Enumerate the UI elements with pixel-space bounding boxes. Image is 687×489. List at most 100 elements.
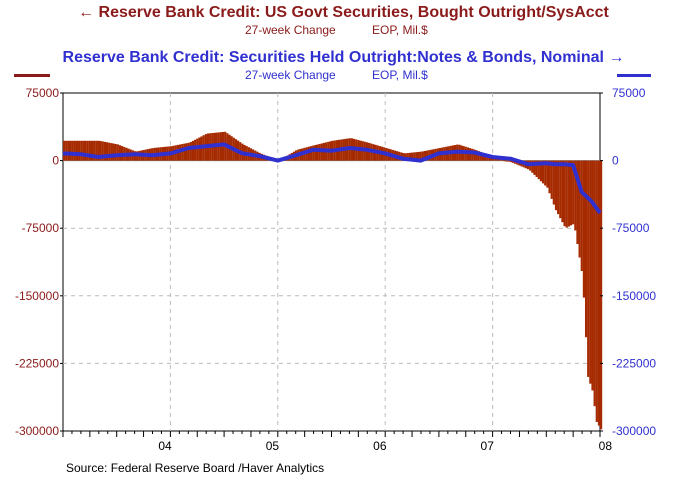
left-tick-label: 75000 [26,86,60,100]
bar [576,160,579,244]
bar [574,160,577,231]
left-tick-label: -75000 [22,221,60,235]
bar [533,160,536,175]
x-tick-label: 06 [373,439,387,453]
right-tick-label: 75000 [612,86,646,100]
bar [95,140,98,161]
right-tick-label: -225000 [612,356,656,370]
bar [108,142,111,161]
bar [404,153,407,161]
bar [537,160,540,180]
bar [597,160,601,426]
bar [587,160,590,377]
left-tick-label: -225000 [15,356,59,370]
bar [544,160,547,186]
chart-title-series-1: ← Reserve Bank Credit: US Govt Securitie… [78,4,609,21]
bar [191,140,195,161]
right-axis-labels: 75000 0 -75000 -150000 -225000 -300000 [600,86,656,438]
x-tick-label: 07 [481,439,495,453]
bar [65,140,68,161]
right-tick-label: 0 [612,154,619,168]
bar [580,160,583,272]
bar [479,151,482,161]
subtitle-units-2: 27-week Change [245,68,336,82]
bar [531,160,534,173]
bar [99,140,102,161]
bar [572,160,575,225]
bar [477,151,480,161]
bar [73,140,76,161]
subtitle-eop-1: EOP, Mil.$ [372,23,428,37]
bar [578,160,581,258]
bar [305,147,308,161]
bar [473,149,476,161]
bar [561,160,564,223]
right-tick-label: -75000 [612,221,650,235]
bar [563,160,566,227]
bar [421,151,424,161]
bar [557,160,560,215]
bar [97,140,100,161]
bar [595,160,598,422]
bar [509,160,512,163]
bar [105,142,109,161]
bar [314,145,317,161]
left-tick-label: -300000 [15,424,59,438]
bar [539,160,543,182]
bar [82,140,85,161]
bar [93,140,96,161]
bar [582,160,586,298]
bar [550,160,553,199]
bar [503,160,506,162]
bar [535,160,538,178]
bar [110,143,113,161]
subtitle-units-1: 27-week Change [245,23,336,37]
bar [181,144,184,161]
bar [310,146,313,161]
left-axis-labels: 75000 0 -75000 -150000 -225000 -300000 [15,86,63,438]
bar [189,142,192,161]
bar [118,145,122,161]
bar [101,141,104,161]
bar [183,143,186,161]
bar [80,140,83,161]
legend-marker-right [617,74,651,77]
bar [198,137,201,161]
bar [600,160,603,430]
left-tick-label: -150000 [15,289,59,303]
bar [415,152,418,161]
bar [471,148,474,161]
bar [318,143,321,161]
bar [584,160,588,338]
bar [88,140,91,161]
bar [565,160,568,228]
x-axis-labels: 04 05 06 07 08 [62,431,612,453]
bar [410,152,414,161]
bar [312,145,315,161]
chart-title-series-2: Reserve Bank Credit: Securities Held Out… [62,49,625,66]
bar [511,160,515,163]
bar [426,150,429,161]
bar [84,140,87,161]
bar [187,142,190,161]
bar [542,160,545,184]
x-tick-label: 04 [158,439,172,453]
right-tick-label: -300000 [612,424,656,438]
bar [559,160,562,219]
bar [90,140,94,161]
bar [69,140,72,161]
bar [569,160,573,226]
bar [413,152,416,161]
right-arrow-icon: → [608,49,625,66]
bar [417,151,420,161]
bar [589,160,592,384]
bar [316,144,319,161]
bar [406,153,409,161]
legend-marker-left [14,74,50,77]
left-arrow-icon: ← [78,4,95,21]
bar [103,141,107,161]
line-series [62,142,602,215]
bar [548,160,551,194]
bar [196,138,199,161]
